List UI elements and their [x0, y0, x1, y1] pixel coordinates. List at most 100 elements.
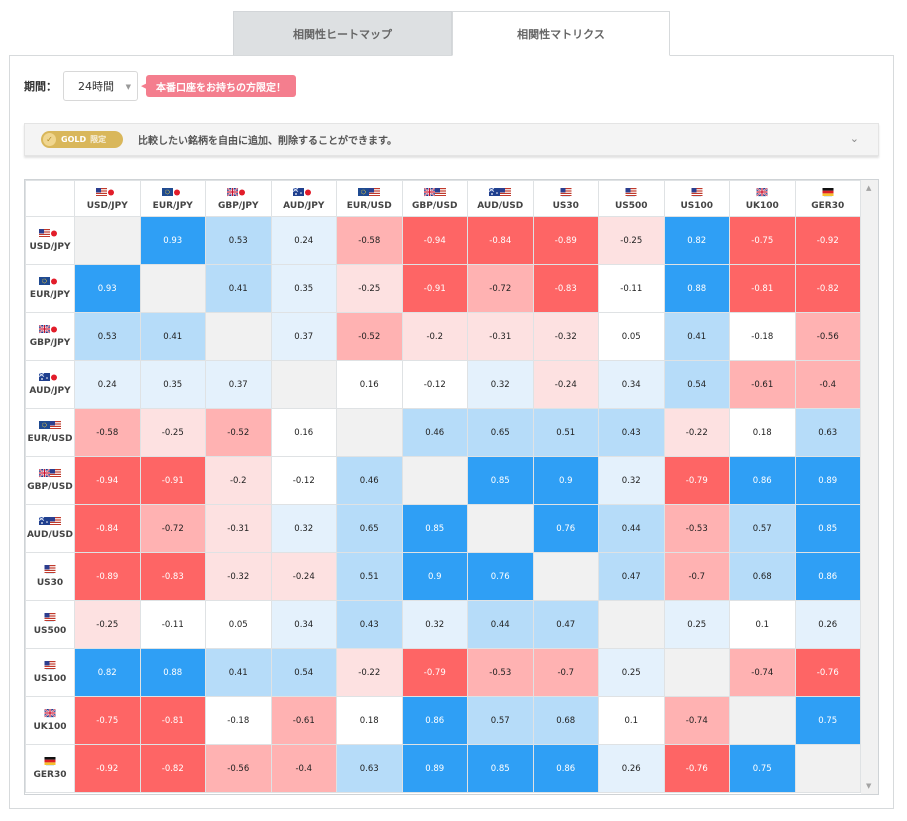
- column-header-label: UK100: [745, 200, 779, 211]
- matrix-row: US500 -0.25 -0.11 0.05 0.34 0.43 0.32 0.44 0.47 0…: [25, 600, 861, 649]
- column-header: US100: [663, 180, 730, 217]
- column-header: USD/JPY: [74, 180, 141, 217]
- correlation-cell: 0.25: [663, 600, 730, 649]
- correlation-cell: -0.2: [205, 456, 272, 505]
- matrix-row: US100 0.82 0.88 0.41 0.54 -0.22 -0.79 -0.53 -0.7…: [25, 648, 861, 697]
- matrix-row: EUR/USD -0.58 -0.25 -0.52 0.16 0.46 0.65 0.51 0.…: [25, 408, 861, 457]
- correlation-cell: -0.72: [467, 264, 534, 313]
- column-header: AUD/USD: [467, 180, 534, 217]
- flag-icon: [423, 187, 446, 197]
- flag-icon: [489, 187, 512, 197]
- correlation-cell: -0.53: [467, 648, 534, 697]
- diagonal-cell: [74, 216, 141, 265]
- row-header: AUD/JPY: [25, 360, 75, 409]
- matrix-row: UK100 -0.75 -0.81 -0.18 -0.61 0.18 0.86 0.57 0.6…: [25, 696, 861, 745]
- flag-icon: [292, 187, 315, 197]
- correlation-cell: 0.34: [270, 600, 337, 649]
- correlation-cell: 0.32: [467, 360, 534, 409]
- correlation-cell: -0.91: [401, 264, 468, 313]
- row-header: UK100: [25, 696, 75, 745]
- row-header: GER30: [25, 744, 75, 793]
- correlation-cell: -0.94: [401, 216, 468, 265]
- caret-left-icon: ◀: [141, 82, 147, 90]
- correlation-cell: -0.12: [401, 360, 468, 409]
- correlation-cell: 0.82: [74, 648, 141, 697]
- correlation-cell: 0.32: [270, 504, 337, 553]
- correlation-cell: 0.63: [336, 744, 403, 793]
- corner-cell: [25, 180, 75, 217]
- correlation-cell: -0.58: [74, 408, 141, 457]
- correlation-cell: 0.54: [270, 648, 337, 697]
- correlation-cell: -0.84: [467, 216, 534, 265]
- flag-icon: [96, 187, 118, 197]
- correlation-cell: 0.63: [794, 408, 861, 457]
- correlation-cell: 0.26: [598, 744, 665, 793]
- correlation-cell: 0.35: [270, 264, 337, 313]
- correlation-cell: -0.24: [532, 360, 599, 409]
- correlation-cell: -0.58: [336, 216, 403, 265]
- flag-icon: [227, 187, 249, 197]
- chevron-down-icon: ▼: [125, 83, 131, 91]
- row-header: US500: [25, 600, 75, 649]
- correlation-cell: -0.32: [532, 312, 599, 361]
- gold-description: 比較したい銘柄を自由に追加、削除することができます。: [138, 136, 397, 147]
- flag-icon: [39, 420, 61, 430]
- correlation-cell: 0.16: [270, 408, 337, 457]
- correlation-cell: 0.53: [205, 216, 272, 265]
- column-header: US500: [598, 180, 665, 217]
- flag-icon: [39, 612, 61, 622]
- diagonal-cell: [467, 504, 534, 553]
- correlation-cell: 0.57: [729, 504, 796, 553]
- row-header: USD/JPY: [25, 216, 75, 265]
- matrix-row: AUD/JPY 0.24 0.35 0.37 0.16 -0.12 0.32 -0.24 0.3…: [25, 360, 861, 409]
- column-header-label: EUR/USD: [346, 200, 392, 211]
- tab-matrix[interactable]: 相関性マトリクス: [452, 11, 670, 56]
- correlation-cell: -0.11: [598, 264, 665, 313]
- correlation-cell: 0.47: [598, 552, 665, 601]
- correlation-cell: 0.05: [598, 312, 665, 361]
- correlation-cell: -0.81: [139, 696, 206, 745]
- correlation-cell: -0.89: [532, 216, 599, 265]
- correlation-cell: 0.9: [532, 456, 599, 505]
- gold-feature-bar[interactable]: ✓ GOLD 限定 比較したい銘柄を自由に追加、削除することができます。 ⌄: [24, 123, 879, 156]
- row-header-label: US30: [36, 577, 64, 588]
- diagonal-cell: [598, 600, 665, 649]
- correlation-cell: 0.46: [336, 456, 403, 505]
- correlation-cell: 0.43: [336, 600, 403, 649]
- diagonal-cell: [270, 360, 337, 409]
- row-header: EUR/USD: [25, 408, 75, 457]
- correlation-cell: -0.92: [74, 744, 141, 793]
- correlation-cell: 0.85: [401, 504, 468, 553]
- flag-icon: [39, 276, 61, 286]
- row-header: US100: [25, 648, 75, 697]
- scroll-up-icon[interactable]: ▲: [866, 184, 872, 192]
- row-header-label: EUR/USD: [27, 433, 73, 444]
- matrix-table: USD/JPY EUR/JPY GBP/JPY AUD/JPY EUR/USD GBP/U…: [25, 180, 861, 793]
- column-header-label: USD/JPY: [86, 200, 128, 211]
- vertical-scrollbar[interactable]: ▲ ▼: [861, 180, 878, 794]
- correlation-cell: 0.53: [74, 312, 141, 361]
- correlation-cell: -0.56: [205, 744, 272, 793]
- row-header-label: GER30: [33, 769, 67, 780]
- flag-icon: [39, 228, 61, 238]
- column-header: GER30: [794, 180, 861, 217]
- correlation-cell: 0.24: [74, 360, 141, 409]
- correlation-cell: -0.24: [270, 552, 337, 601]
- correlation-cell: 0.88: [139, 648, 206, 697]
- period-value: 24時間: [78, 80, 114, 93]
- chevron-down-icon[interactable]: ⌄: [849, 132, 859, 145]
- correlation-cell: -0.53: [663, 504, 730, 553]
- correlation-cell: 0.35: [139, 360, 206, 409]
- flag-icon: [751, 187, 773, 197]
- correlation-cell: -0.79: [401, 648, 468, 697]
- correlation-cell: -0.79: [663, 456, 730, 505]
- tab-heatmap[interactable]: 相関性ヒートマップ: [233, 11, 452, 56]
- row-header-label: GBP/USD: [27, 481, 73, 492]
- correlation-cell: -0.7: [532, 648, 599, 697]
- correlation-cell: 0.41: [205, 648, 272, 697]
- scroll-down-icon[interactable]: ▼: [866, 782, 872, 790]
- period-select[interactable]: 24時間 ▼: [63, 71, 138, 101]
- correlation-cell: -0.91: [139, 456, 206, 505]
- correlation-cell: -0.82: [794, 264, 861, 313]
- diagonal-cell: [205, 312, 272, 361]
